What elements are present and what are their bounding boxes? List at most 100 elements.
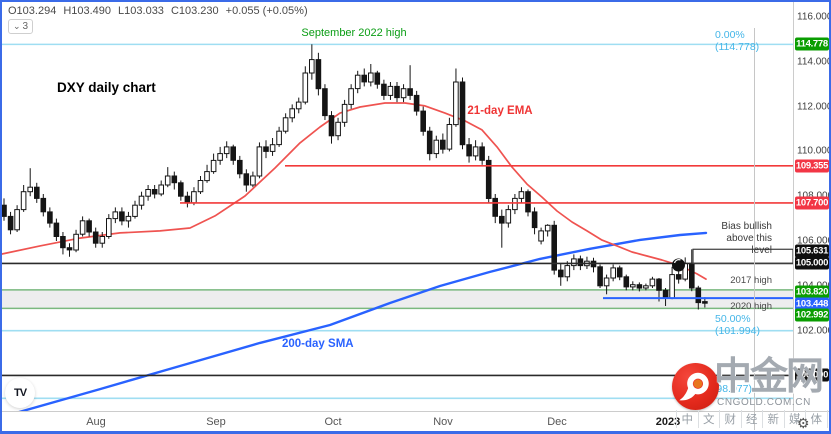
candle	[485, 159, 492, 199]
candle	[282, 117, 289, 132]
candle	[1, 204, 7, 217]
candle	[53, 222, 60, 238]
candle	[47, 211, 53, 224]
candle	[459, 81, 466, 146]
candle	[230, 146, 236, 161]
ohlc-value: O103.294	[8, 5, 57, 17]
price-badge-114.778: 114.778	[795, 37, 829, 51]
candle	[14, 209, 20, 231]
candle	[531, 211, 538, 229]
candle	[132, 204, 138, 217]
candle	[571, 258, 577, 267]
gear-icon[interactable]: ⚙	[797, 415, 810, 431]
candle	[276, 130, 282, 146]
candle	[499, 215, 505, 224]
candle	[27, 186, 33, 193]
frame-border-bottom	[0, 431, 831, 434]
candle	[138, 195, 145, 206]
candle	[60, 236, 66, 249]
time-label-2023: 2023	[655, 416, 681, 428]
candle	[40, 197, 47, 213]
chart-canvas[interactable]	[0, 0, 793, 411]
candle	[387, 85, 394, 96]
candle	[158, 184, 164, 195]
candle	[86, 220, 92, 233]
time-axis[interactable]: Aug Sep Oct Nov Dec 2023	[0, 411, 831, 434]
ohlc-value: H103.490	[63, 5, 112, 17]
candle	[243, 173, 250, 186]
candle	[407, 88, 413, 96]
candle	[119, 211, 125, 222]
candle	[7, 215, 14, 231]
candle	[538, 230, 544, 242]
candle	[164, 175, 171, 186]
candle	[544, 224, 551, 232]
candle	[426, 130, 433, 155]
candle	[204, 171, 210, 182]
candle	[341, 103, 348, 123]
price-label-110.000: 110.000	[797, 145, 831, 157]
candle	[368, 72, 374, 83]
price-label-114.000: 114.000	[797, 56, 831, 68]
candle	[623, 276, 630, 288]
price-axis[interactable]: 116.000 114.000 112.000 110.000 108.000 106.0…	[793, 0, 831, 411]
highlight-marker-shine	[673, 259, 681, 264]
candle	[302, 72, 309, 103]
candle	[210, 159, 217, 173]
candle	[603, 277, 610, 287]
candle	[223, 146, 230, 155]
candle	[289, 108, 295, 119]
candle	[662, 289, 669, 299]
candle	[492, 197, 498, 217]
candle	[695, 287, 702, 304]
ohlc-value: +0.055 (+0.05%)	[225, 5, 308, 17]
candle	[381, 83, 387, 96]
tradingview-logo[interactable]: TV	[5, 378, 35, 408]
candle	[433, 139, 440, 155]
candle	[66, 247, 73, 251]
candle	[649, 278, 656, 287]
price-badge-102.992: 102.992	[795, 308, 829, 322]
candle	[322, 88, 328, 117]
candle	[669, 274, 675, 299]
candle	[453, 81, 459, 126]
candle	[191, 191, 197, 204]
ohlc-value: L103.033	[118, 5, 164, 17]
ohlc-value: C103.230	[170, 5, 219, 17]
time-label-Dec: Dec	[547, 416, 567, 428]
candle	[643, 285, 649, 289]
candle	[269, 144, 276, 152]
time-label-Oct: Oct	[324, 416, 342, 428]
candle	[505, 209, 512, 224]
candle	[413, 94, 420, 112]
candle	[636, 284, 643, 289]
candle	[145, 189, 151, 197]
time-label-Aug: Aug	[86, 416, 106, 428]
price-label-108.000: 108.000	[797, 191, 831, 202]
candle	[178, 182, 184, 197]
candle	[92, 231, 99, 244]
candle	[479, 146, 485, 161]
time-label-Sep: Sep	[206, 416, 226, 428]
candle	[420, 110, 426, 132]
candle	[466, 144, 472, 157]
candle	[99, 236, 106, 244]
candle	[256, 146, 263, 177]
candle	[675, 274, 682, 280]
sma-200-line	[18, 231, 708, 411]
candle	[171, 175, 178, 184]
candle	[34, 186, 40, 199]
candle	[374, 72, 381, 85]
candle	[472, 146, 479, 157]
candle	[702, 301, 708, 304]
indicators-collapse-button[interactable]: ⌄ 3	[8, 19, 34, 34]
price-badge-103.820: 103.820	[795, 285, 829, 299]
candle	[112, 211, 119, 220]
candle	[518, 191, 525, 199]
frame-border-right	[829, 0, 831, 434]
frame-border-top	[0, 0, 831, 2]
candle	[564, 265, 571, 278]
candle	[558, 269, 564, 278]
candle	[630, 284, 636, 288]
candle	[446, 124, 453, 150]
